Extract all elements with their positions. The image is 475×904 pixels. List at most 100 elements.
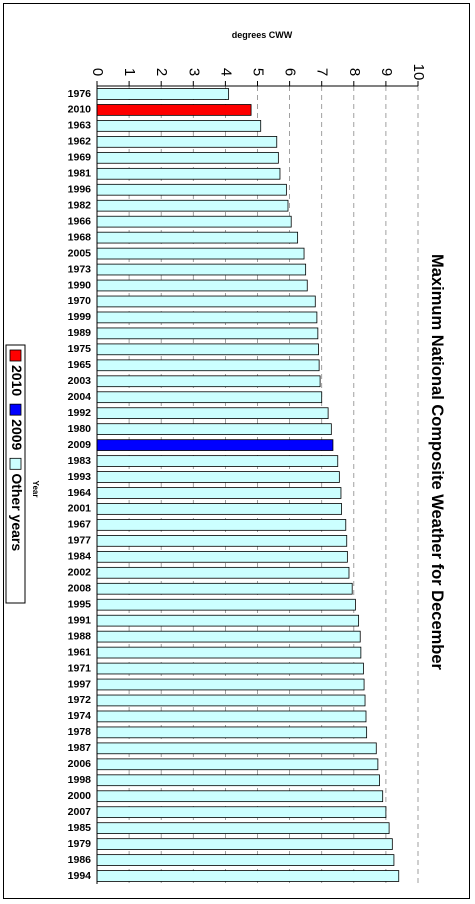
category-label: 1992 — [68, 407, 92, 419]
bar-2008 — [96, 582, 353, 595]
bar-1986 — [96, 854, 395, 866]
x-tick-label: 3 — [185, 68, 202, 76]
y-category-labels: 1976 2010 1963 1962 1969 1981 1996 1982 1966 1968… — [68, 88, 92, 882]
bar-2000 — [96, 790, 384, 803]
category-label: 1997 — [68, 678, 92, 690]
bar-1999 — [96, 311, 318, 324]
category-label: 1985 — [68, 822, 92, 834]
legend-swatch — [9, 403, 22, 416]
x-tick-label: 8 — [346, 68, 363, 76]
bar-1977 — [96, 535, 348, 547]
chart-title: Maximum National Composite Weather for D… — [428, 254, 446, 671]
category-label: 1996 — [68, 184, 92, 196]
category-label: 2000 — [68, 790, 92, 802]
bar-1964 — [96, 487, 342, 499]
category-label: 1964 — [68, 487, 92, 499]
bar-1971 — [96, 662, 364, 675]
category-label: 1989 — [68, 327, 92, 339]
bar-1974 — [96, 710, 367, 723]
x-tick-label: 1 — [121, 68, 138, 76]
category-label: 1976 — [68, 88, 92, 100]
x-tick-labels: 0 1 2 3 4 5 6 7 8 9 10 — [89, 64, 427, 81]
category-label: 1987 — [68, 742, 92, 754]
x-tick-label: 2 — [153, 68, 170, 76]
bar-2005 — [96, 247, 305, 260]
bar-1995 — [96, 598, 356, 611]
axis — [96, 81, 419, 884]
bar-1968 — [96, 231, 299, 244]
bar-1981 — [96, 167, 281, 180]
y-axis-label: Year — [31, 481, 40, 498]
category-label: 1969 — [68, 152, 92, 164]
category-label: 1993 — [68, 471, 92, 483]
category-label: 2003 — [68, 375, 92, 387]
bar-1970 — [96, 295, 316, 308]
bar-1991 — [96, 614, 360, 627]
category-label: 1990 — [68, 279, 92, 291]
category-label: 1982 — [68, 199, 92, 211]
category-label: 1972 — [68, 694, 92, 706]
bar-1989 — [96, 327, 319, 340]
category-label: 2002 — [68, 567, 92, 579]
x-tick-label: 0 — [89, 68, 106, 76]
bar-1985 — [96, 822, 390, 834]
bar-1962 — [96, 136, 278, 148]
bar-1982 — [96, 199, 289, 212]
bar-1963 — [96, 120, 262, 132]
bar-1998 — [96, 774, 380, 787]
category-label: 2008 — [68, 583, 92, 595]
x-tick-label: 10 — [410, 64, 427, 81]
bars — [96, 88, 400, 882]
bar-1969 — [96, 151, 279, 164]
bar-1979 — [96, 838, 393, 850]
category-label: 1994 — [68, 870, 92, 882]
bar-1983 — [96, 455, 339, 467]
bar-1988 — [96, 630, 361, 643]
category-label: 2007 — [68, 806, 92, 818]
bar-1990 — [96, 279, 308, 292]
bar-1984 — [96, 550, 348, 563]
category-label: 1983 — [68, 455, 92, 467]
category-label: 1967 — [68, 519, 92, 531]
category-label: 2001 — [68, 503, 92, 515]
category-label: 1975 — [68, 343, 92, 355]
x-tick-label: 6 — [282, 68, 299, 76]
legend-label: 2010 — [9, 365, 25, 396]
category-label: 1974 — [68, 710, 92, 722]
chart-frame — [3, 3, 470, 899]
category-label: 1998 — [68, 774, 92, 786]
category-label: 1984 — [68, 551, 92, 563]
x-tick-label: 7 — [314, 68, 331, 76]
category-label: 1970 — [68, 295, 92, 307]
x-tick-label: 4 — [217, 68, 234, 76]
x-axis-label: degrees CWW — [232, 30, 293, 40]
legend-swatch — [9, 349, 22, 362]
bar-1996 — [96, 183, 287, 196]
category-label: 2005 — [68, 247, 92, 259]
legend: 2010 2009 Other years — [5, 344, 26, 604]
bar-1975 — [96, 343, 319, 356]
bar-1973 — [96, 263, 307, 276]
category-label: 1999 — [68, 311, 92, 323]
category-label: 1971 — [68, 662, 92, 674]
category-label: 2010 — [68, 104, 92, 116]
bar-1994 — [96, 870, 400, 882]
category-label: 1962 — [68, 136, 92, 148]
category-label: 1986 — [68, 854, 92, 866]
category-label: 1978 — [68, 726, 92, 738]
category-label: 1988 — [68, 630, 92, 642]
bar-2009 — [96, 439, 334, 451]
bar-1965 — [96, 359, 320, 372]
bar-2002 — [96, 566, 350, 579]
category-label: 1981 — [68, 168, 92, 180]
bar-1978 — [96, 726, 368, 739]
x-tick-label: 9 — [378, 68, 395, 76]
bar-1972 — [96, 694, 366, 707]
legend-swatch — [9, 457, 22, 470]
category-label: 2004 — [68, 391, 92, 403]
bar-1987 — [96, 742, 377, 755]
category-label: 1965 — [68, 359, 92, 371]
category-label: 1966 — [68, 215, 92, 227]
bar-1966 — [96, 215, 292, 228]
